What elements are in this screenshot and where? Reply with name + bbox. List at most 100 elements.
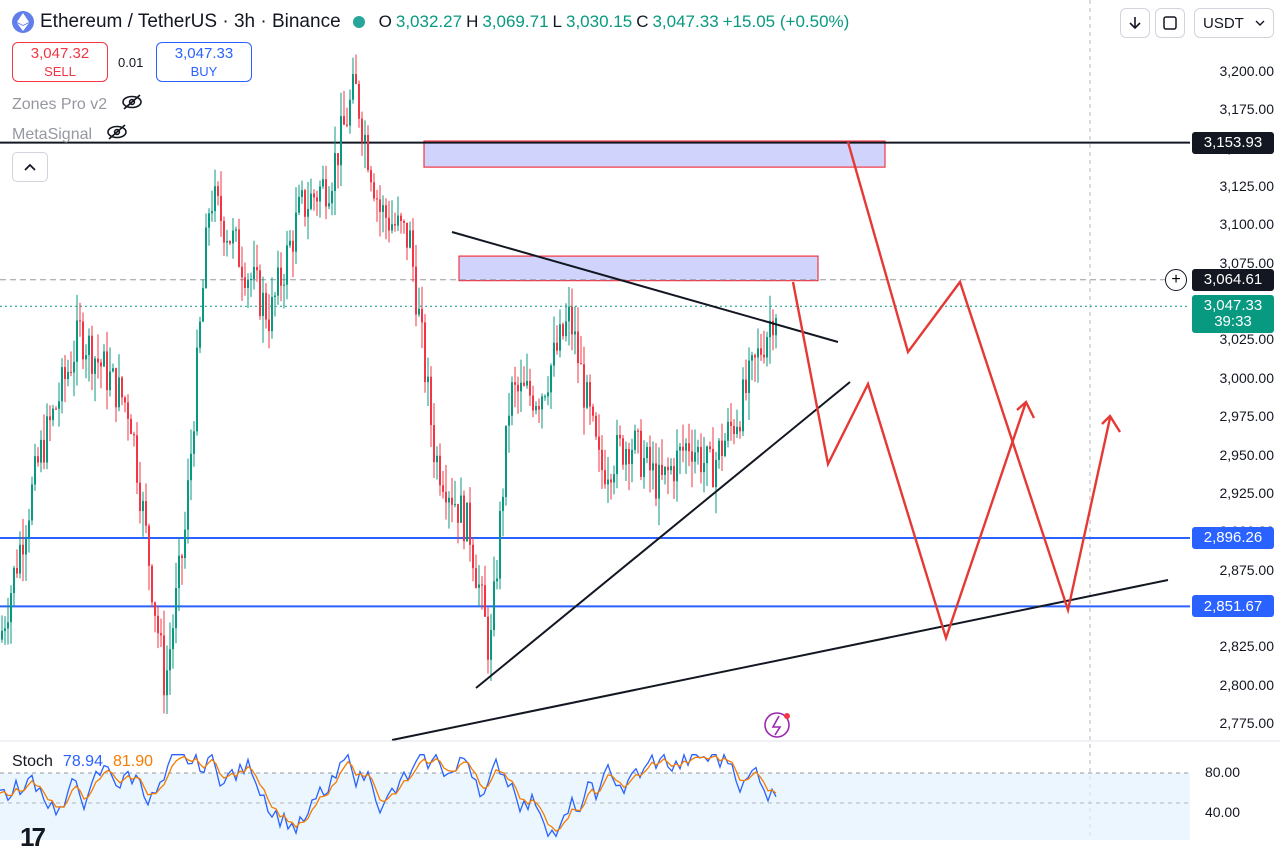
currency-select[interactable]: USDT — [1194, 8, 1274, 38]
candle-body — [484, 585, 486, 617]
candle-body — [220, 195, 222, 222]
candle-body — [214, 186, 216, 212]
candle-body — [421, 308, 423, 323]
candle-body — [406, 222, 408, 248]
candle-body — [160, 633, 162, 636]
candle-body — [325, 179, 327, 207]
long-support-trendline[interactable] — [391, 579, 1169, 741]
chart-drawings[interactable] — [391, 141, 1169, 741]
candle-body — [130, 418, 132, 435]
candle-body — [634, 430, 636, 450]
stoch-k-value: 78.94 — [62, 753, 103, 770]
ohlc-values: O 3,032.27 H 3,069.71 L 3,030.15 C 3,047.33 … — [379, 12, 850, 32]
price-tick-label: 2,950.00 — [1219, 446, 1275, 463]
candle-body — [637, 430, 639, 432]
descending-trendline[interactable] — [451, 231, 839, 343]
supply-zone-box[interactable] — [458, 255, 819, 282]
stochastic-legend[interactable]: Stoch 78.94 81.90 — [12, 753, 153, 771]
candle-body — [49, 416, 51, 421]
crosshair-price-pill[interactable]: 3,064.61 — [1192, 268, 1274, 291]
candle-body — [595, 415, 597, 437]
candle-body — [667, 466, 669, 471]
supply-zone-box[interactable] — [423, 140, 886, 168]
level-pill-2896[interactable]: 2,896.26 — [1192, 526, 1274, 549]
candle-body — [454, 504, 456, 506]
candle-body — [79, 320, 81, 322]
price-level-lines — [0, 141, 1190, 608]
fullscreen-button[interactable] — [1155, 8, 1185, 38]
stoch-band — [0, 773, 1190, 840]
candle-body — [283, 284, 285, 286]
candle-body — [361, 118, 363, 143]
candle-body — [703, 463, 705, 473]
candle-body — [490, 630, 492, 660]
candle-body — [133, 434, 135, 436]
candle-body — [265, 292, 267, 320]
candle-body — [520, 382, 522, 392]
candle-body — [475, 568, 477, 588]
indicator-zones-pro[interactable]: Zones Pro v2 — [12, 94, 143, 115]
candle-body — [382, 205, 384, 212]
candle-body — [487, 616, 489, 660]
candle-body — [271, 296, 273, 332]
candle-body — [457, 504, 459, 523]
candle-body — [61, 367, 63, 402]
candle-body — [358, 83, 360, 119]
buy-button[interactable]: 3,047.33 BUY — [156, 42, 252, 82]
projection-path-lower[interactable] — [791, 281, 1028, 642]
eye-off-icon[interactable] — [121, 94, 143, 115]
price-tick-label: 3,100.00 — [1219, 216, 1275, 233]
candle-body — [355, 74, 357, 84]
candle-body — [610, 479, 612, 483]
candle-body — [586, 382, 588, 408]
candle-body — [706, 446, 708, 464]
candle-body — [424, 322, 426, 383]
candle-body — [22, 544, 24, 555]
add-alert-plus-icon[interactable]: + — [1165, 268, 1187, 291]
candle-body — [343, 116, 345, 125]
candle-body — [511, 382, 513, 416]
sell-button[interactable]: 3,047.32 SELL — [12, 42, 108, 82]
candle-body — [751, 355, 753, 361]
candle-body — [448, 497, 450, 503]
fullscreen-icon — [1163, 16, 1177, 30]
candle-body — [121, 377, 123, 398]
candle-body — [232, 230, 234, 244]
candle-body — [115, 368, 117, 408]
candle-body — [535, 406, 537, 411]
candle-body — [307, 208, 309, 217]
candle-body — [385, 205, 387, 218]
candle-body — [460, 495, 462, 523]
candle-body — [151, 565, 153, 603]
eye-off-icon[interactable] — [106, 124, 128, 145]
candle-body — [391, 224, 393, 231]
candle-body — [19, 544, 21, 574]
candle-body — [352, 74, 354, 100]
candle-body — [499, 510, 501, 579]
level-pill-3153[interactable]: 3,153.93 — [1192, 131, 1274, 154]
download-button[interactable] — [1120, 8, 1150, 38]
candle-body — [496, 578, 498, 582]
candle-body — [580, 363, 582, 365]
open-label: O — [378, 12, 392, 31]
symbol-title[interactable]: Ethereum / TetherUS · 3h · Binance — [40, 11, 341, 32]
low-label: L — [552, 12, 562, 31]
candle-body — [682, 446, 684, 451]
indicator-metasignal[interactable]: MetaSignal — [12, 124, 128, 145]
candle-body — [505, 425, 507, 497]
notification-dot — [784, 713, 790, 719]
candle-body — [508, 415, 510, 426]
ascending-trendline[interactable] — [475, 381, 851, 689]
candle-body — [337, 153, 339, 166]
sell-label: SELL — [44, 64, 76, 79]
candle-body — [184, 529, 186, 558]
candle-body — [418, 308, 420, 315]
level-pill-2851[interactable]: 2,851.67 — [1192, 595, 1274, 618]
lightning-icon[interactable] — [764, 712, 790, 738]
collapse-legend-button[interactable] — [12, 152, 48, 182]
candle-body — [514, 382, 516, 385]
projection-path-upper[interactable] — [846, 141, 1112, 615]
buy-price: 3,047.33 — [174, 45, 234, 62]
projection-arrowhead — [1101, 414, 1122, 433]
